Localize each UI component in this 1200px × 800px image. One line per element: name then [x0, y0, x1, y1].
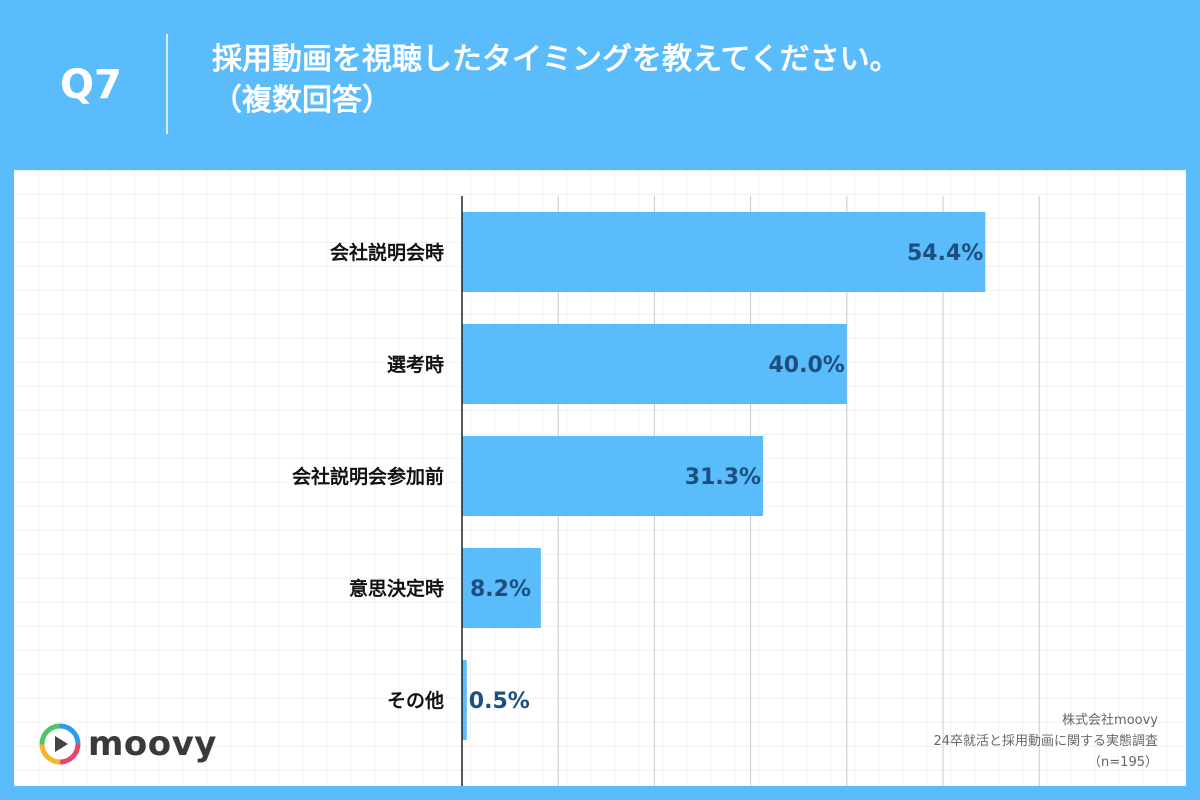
chart-panel: 会社説明会時 54.4% 選考時 40.0% 会社説明会参加前 31.3% 意思決定時 8.2… [14, 170, 1186, 786]
bar-1 [462, 212, 986, 292]
bar-5 [462, 660, 467, 740]
header: Q7 採用動画を視聴したタイミングを教えてください。 （複数回答） [0, 0, 1200, 170]
category-label: 会社説明会時 [330, 241, 444, 264]
chart-title: 採用動画を視聴したタイミングを教えてください。 （複数回答） [212, 40, 900, 121]
category-label: 選考時 [387, 354, 444, 376]
question-number: Q7 [60, 62, 122, 108]
source-company: 株式会社moovy [1062, 713, 1158, 728]
title-line-1: 採用動画を視聴したタイミングを教えてください。 [212, 42, 900, 77]
bar-4 [462, 548, 541, 628]
bar-chart: 会社説明会時 54.4% 選考時 40.0% 会社説明会参加前 31.3% 意思決定時 8.2… [292, 196, 1040, 786]
source-survey: 24卒就活と採用動画に関する実態調査 [933, 734, 1158, 749]
sample-size: （n=195） [1088, 755, 1158, 770]
source-note: 株式会社moovy 24卒就活と採用動画に関する実態調査 （n=195） [933, 710, 1158, 773]
value-label: 40.0% [768, 353, 844, 378]
category-label: その他 [387, 689, 444, 712]
value-label: 0.5% [469, 689, 530, 714]
logo-text: moovy [88, 724, 217, 764]
title-line-2: （複数回答） [212, 82, 392, 118]
category-label: 意思決定時 [349, 577, 444, 600]
value-label: 31.3% [685, 465, 761, 490]
bar-2 [462, 324, 847, 404]
category-label: 会社説明会参加前 [292, 465, 444, 488]
value-label: 54.4% [907, 241, 983, 266]
value-label: 8.2% [470, 577, 531, 602]
play-circle-icon [39, 723, 81, 765]
bar-3 [462, 436, 764, 516]
header-divider [166, 34, 168, 134]
moovy-logo: moovy [38, 722, 217, 766]
